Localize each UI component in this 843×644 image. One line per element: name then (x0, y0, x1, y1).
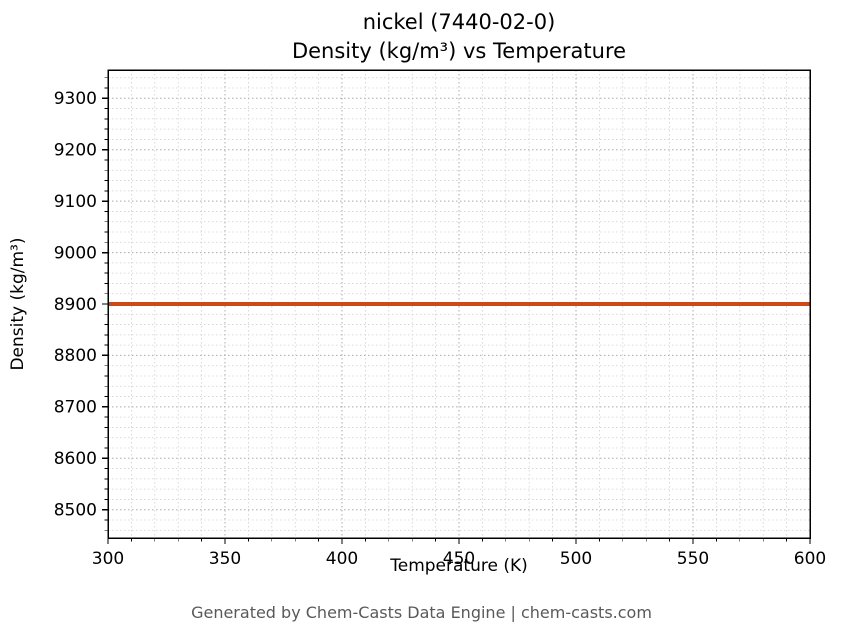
y-axis-label: Density (kg/m³) (8, 237, 28, 371)
y-tick-label: 8800 (54, 346, 97, 366)
footer-attribution: Generated by Chem-Casts Data Engine | ch… (191, 603, 652, 622)
y-tick-label: 9200 (54, 140, 97, 160)
y-tick-label: 8700 (54, 398, 97, 418)
y-tick-label: 8500 (54, 500, 97, 520)
chart-title: nickel (7440-02-0) Density (kg/m³) vs Te… (108, 8, 810, 66)
y-tick-label: 8900 (54, 295, 97, 315)
x-tick-label: 500 (560, 549, 592, 569)
y-tick-label: 8600 (54, 449, 97, 469)
y-tick-label: 9000 (54, 243, 97, 263)
chart-title-line1: nickel (7440-02-0) (362, 10, 556, 34)
x-tick-label: 600 (794, 549, 826, 569)
x-tick-label: 550 (677, 549, 709, 569)
x-tick-label: 450 (443, 549, 475, 569)
y-tick-label: 9300 (54, 89, 97, 109)
x-axis-label: Temperature (K) (390, 556, 528, 576)
x-tick-label: 350 (209, 549, 241, 569)
chart-title-line2: Density (kg/m³) vs Temperature (291, 39, 627, 63)
x-tick-label: 300 (92, 549, 124, 569)
x-tick-label: 400 (326, 549, 358, 569)
axes-spines (107, 69, 811, 539)
y-tick-label: 9100 (54, 192, 97, 212)
